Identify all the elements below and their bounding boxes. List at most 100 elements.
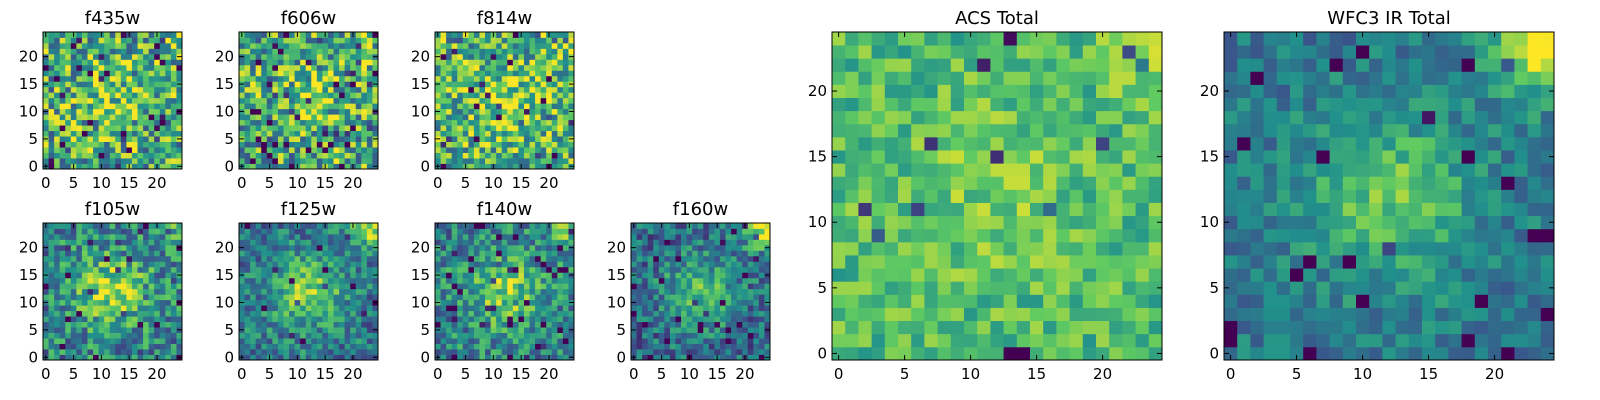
heatmap-cell (642, 343, 649, 350)
heatmap-cell (832, 294, 846, 308)
heatmap-cell (535, 42, 542, 49)
heatmap-cell (518, 136, 525, 142)
heatmap-cell (557, 272, 564, 279)
plot-frame (434, 222, 575, 361)
heatmap-cell (845, 150, 859, 164)
heatmap-cell (255, 305, 262, 312)
heatmap-cell (361, 327, 368, 333)
y-tick-label: 0 (28, 157, 38, 175)
heatmap-cell (473, 255, 480, 262)
heatmap-cell (272, 108, 279, 115)
heatmap-cell (731, 277, 738, 284)
heatmap-cell (311, 354, 318, 361)
heatmap-cell (451, 283, 458, 290)
heatmap-cell (54, 81, 61, 88)
heatmap-cell (143, 42, 150, 49)
heatmap-cell (239, 48, 245, 55)
heatmap-cell (344, 53, 351, 60)
heatmap-cell (1096, 241, 1110, 256)
heatmap-cell (300, 250, 307, 257)
heatmap-cell (294, 59, 301, 66)
heatmap-cell (535, 250, 542, 257)
heatmap-cell (159, 81, 166, 88)
heatmap-cell (327, 81, 334, 88)
heatmap-cell (322, 316, 329, 323)
heatmap-cell (255, 64, 262, 71)
heatmap-cell (333, 147, 340, 153)
heatmap-cell (664, 316, 671, 323)
heatmap-cell (703, 354, 710, 361)
heatmap-cell (170, 53, 177, 60)
heatmap-cell (305, 119, 312, 126)
heatmap-cell (294, 349, 301, 355)
heatmap-cell (440, 310, 447, 317)
heatmap-cell (1148, 320, 1163, 335)
plot-frame (42, 222, 183, 361)
heatmap-cell (70, 48, 77, 55)
heatmap-cell (59, 48, 66, 55)
heatmap-cell (546, 244, 553, 251)
heatmap-cell (697, 354, 704, 361)
heatmap-cell (339, 70, 346, 77)
heatmap-cell (361, 261, 368, 268)
heatmap-cell (692, 272, 699, 279)
heatmap-cell (664, 288, 671, 295)
heatmap-cell (327, 64, 334, 71)
heatmap-cell (244, 163, 251, 170)
heatmap-cell (523, 86, 530, 93)
heatmap-cell (70, 70, 77, 77)
heatmap-cell (98, 272, 105, 279)
heatmap-cell (339, 141, 346, 148)
heatmap-cell (479, 119, 486, 126)
heatmap-cell (703, 316, 710, 323)
heatmap-cell (518, 158, 525, 164)
heatmap-cell (148, 239, 155, 246)
heatmap-cell (87, 152, 94, 159)
heatmap-cell (686, 321, 693, 328)
heatmap-cell (266, 119, 273, 126)
heatmap-cell (126, 228, 133, 235)
heatmap-cell (898, 163, 912, 177)
heatmap-cell (535, 136, 542, 142)
heatmap-cell (165, 233, 172, 240)
heatmap-cell (333, 239, 340, 246)
heatmap-cell (440, 239, 447, 246)
x-tick-label: 0 (237, 174, 247, 192)
heatmap-cell (479, 70, 486, 77)
heatmap-cell (557, 343, 564, 350)
heatmap-cell (59, 277, 66, 284)
heatmap-cell (1043, 163, 1057, 177)
heatmap-cell (81, 119, 88, 126)
heatmap-cell (327, 158, 334, 164)
y-tick-label: 20 (411, 48, 430, 66)
heatmap-cell (457, 152, 464, 159)
heatmap-cell (1096, 307, 1110, 322)
heatmap-cell (283, 288, 290, 295)
heatmap-cell (244, 283, 251, 290)
heatmap-cell (562, 42, 569, 49)
heatmap-cell (43, 255, 49, 262)
heatmap-cell (70, 130, 77, 137)
heatmap-cell (339, 294, 346, 301)
heatmap-cell (653, 349, 660, 355)
heatmap-cell (76, 250, 83, 257)
heatmap-cell (327, 310, 334, 317)
heatmap-cell (451, 239, 458, 246)
heatmap-cell (48, 75, 55, 82)
heatmap-cell (977, 228, 991, 243)
heatmap-cell (239, 130, 245, 137)
heatmap-cell (540, 147, 547, 153)
heatmap-cell (758, 338, 765, 344)
heatmap-cell (911, 150, 925, 164)
heatmap-cell (176, 277, 183, 284)
heatmap-cell (562, 64, 569, 71)
heatmap-cell (120, 283, 127, 290)
heatmap-cell (747, 338, 754, 344)
heatmap-cell (159, 305, 166, 312)
heatmap-cell (512, 114, 519, 121)
heatmap-cell (658, 228, 665, 235)
heatmap-cell (501, 321, 508, 328)
heatmap-cell (283, 70, 290, 77)
heatmap-cell (485, 119, 491, 126)
heatmap-cell (714, 332, 721, 339)
